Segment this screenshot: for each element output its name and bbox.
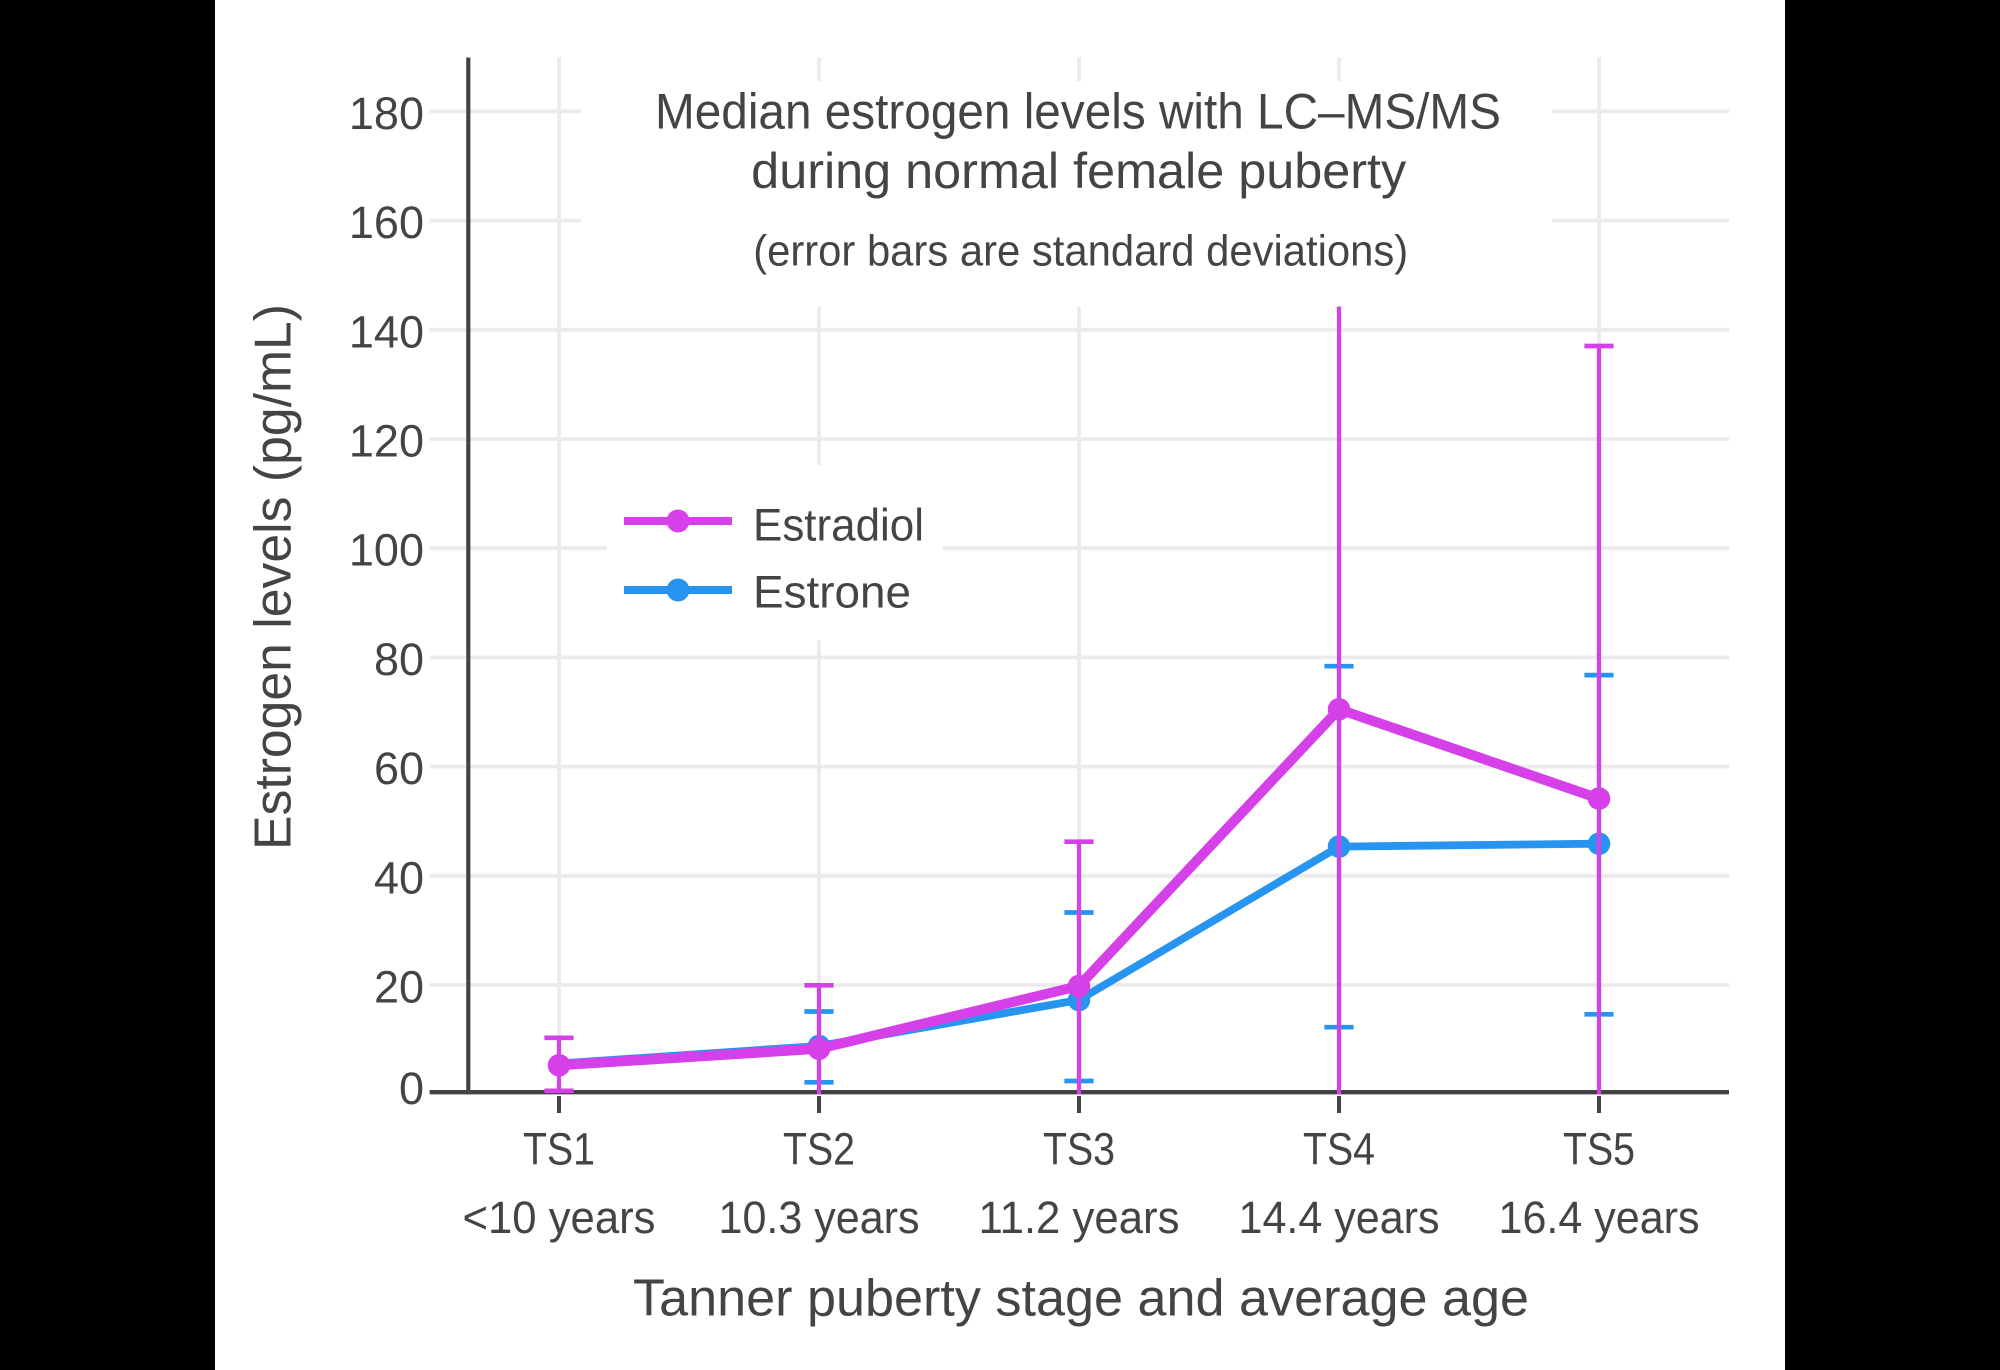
svg-text:11.2 years: 11.2 years [979, 1192, 1180, 1243]
svg-text:TS5: TS5 [1563, 1124, 1635, 1175]
svg-text:Tanner puberty stage and avera: Tanner puberty stage and average age [633, 1270, 1529, 1328]
svg-text:(error bars are standard devia: (error bars are standard deviations) [753, 226, 1408, 275]
svg-text:100: 100 [349, 525, 424, 576]
svg-text:during normal female puberty: during normal female puberty [751, 143, 1406, 199]
svg-text:TS3: TS3 [1043, 1124, 1115, 1175]
svg-text:<10 years: <10 years [463, 1192, 656, 1243]
svg-text:0: 0 [399, 1063, 424, 1114]
svg-text:Estradiol: Estradiol [753, 499, 924, 550]
svg-text:Estrogen levels (pg/mL): Estrogen levels (pg/mL) [245, 304, 303, 850]
svg-text:TS2: TS2 [783, 1124, 855, 1175]
svg-text:Median estrogen levels with LC: Median estrogen levels with LC–MS/MS [655, 84, 1501, 140]
svg-text:140: 140 [349, 306, 424, 357]
svg-text:20: 20 [374, 962, 424, 1013]
svg-text:120: 120 [349, 416, 424, 467]
svg-text:40: 40 [374, 852, 424, 903]
svg-text:160: 160 [349, 197, 424, 248]
svg-text:TS1: TS1 [523, 1124, 595, 1175]
svg-text:80: 80 [374, 634, 424, 685]
svg-text:10.3 years: 10.3 years [719, 1192, 920, 1243]
svg-text:180: 180 [349, 88, 424, 139]
svg-text:TS4: TS4 [1303, 1124, 1375, 1175]
svg-text:14.4 years: 14.4 years [1239, 1192, 1440, 1243]
svg-text:Estrone: Estrone [753, 567, 911, 618]
svg-text:60: 60 [374, 743, 424, 794]
svg-text:16.4 years: 16.4 years [1499, 1192, 1700, 1243]
